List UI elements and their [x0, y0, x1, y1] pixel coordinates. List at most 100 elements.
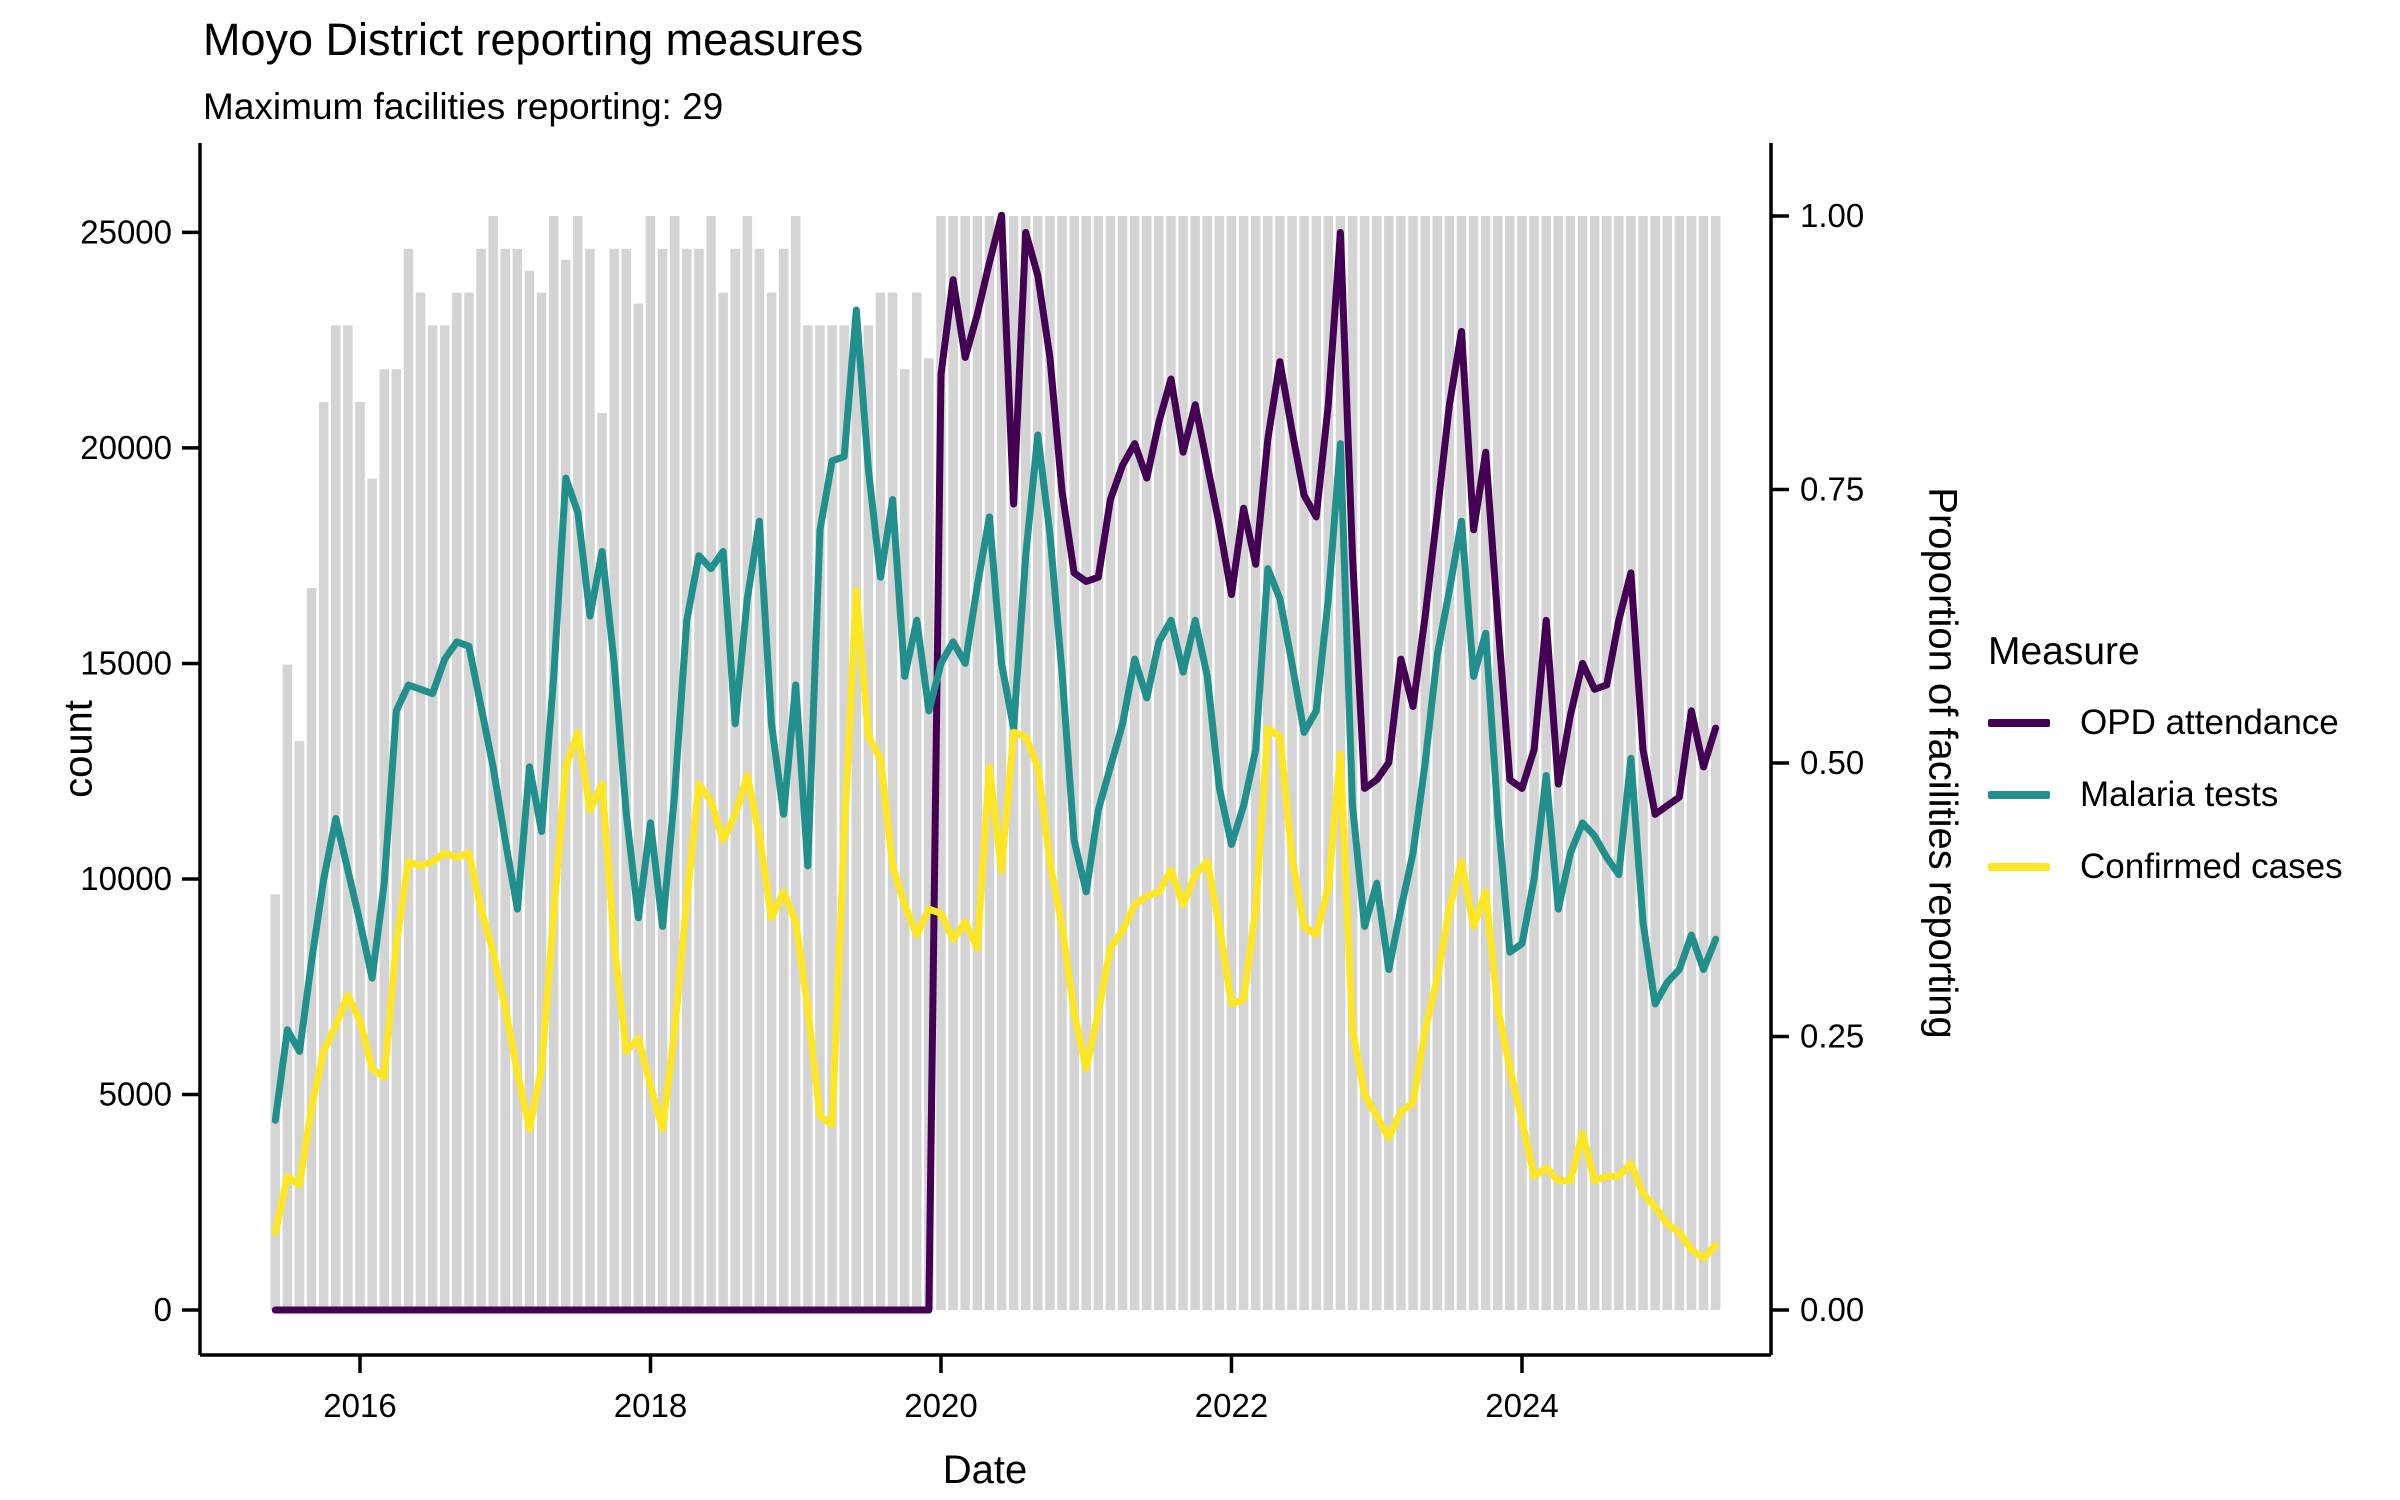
reporting-bar: [1710, 216, 1721, 1310]
reporting-bar: [984, 216, 995, 1310]
reporting-bar: [355, 402, 365, 1310]
chart-title: Moyo District reporting measures: [203, 14, 864, 65]
series-line-malaria-tests: [271, 306, 1720, 1124]
opd-line-swatch: [1988, 719, 2050, 727]
reporting-bar: [1480, 216, 1491, 1310]
reporting-bar: [548, 216, 559, 1310]
reporting-bar: [1093, 216, 1104, 1310]
reporting-bar: [1396, 216, 1406, 1310]
reporting-bar: [391, 369, 402, 1310]
axes-layer: [182, 143, 1789, 1373]
reporting-bar: [996, 216, 1007, 1310]
reporting-bar: [1178, 216, 1188, 1310]
reporting-bar: [899, 369, 910, 1310]
reporting-bar: [1674, 216, 1685, 1310]
right-tick-label: 0.25: [1800, 1018, 1864, 1055]
reporting-bar: [1299, 216, 1309, 1310]
reporting-bar: [1517, 216, 1527, 1310]
reporting-bar: [1323, 216, 1334, 1310]
reporting-bar: [1529, 216, 1539, 1310]
chart-subtitle: Maximum facilities reporting: 29: [203, 86, 724, 127]
reporting-bar: [597, 412, 607, 1310]
bottom-tick-label: 2020: [904, 1387, 977, 1424]
x-axis-title: Date: [942, 1448, 1028, 1492]
right-tick-label: 0.00: [1800, 1291, 1864, 1328]
reporting-bar: [1069, 216, 1079, 1310]
reporting-bar: [1057, 216, 1067, 1310]
reporting-bar: [500, 248, 510, 1310]
malaria-line-swatch: [1988, 791, 2050, 799]
reporting-bar: [1311, 216, 1321, 1310]
reporting-bar: [1142, 216, 1152, 1310]
bottom-tick-label: 2022: [1195, 1387, 1268, 1424]
left-tick-label: 10000: [80, 860, 172, 897]
reporting-bar: [1372, 216, 1382, 1310]
reporting-bar: [403, 248, 414, 1310]
reporting-bar: [1045, 216, 1055, 1310]
legend-label-opd: OPD attendance: [2080, 703, 2339, 742]
reporting-bar: [1021, 216, 1031, 1310]
reporting-bar: [282, 664, 293, 1310]
reporting-bar: [742, 216, 753, 1310]
reporting-bar: [573, 216, 583, 1310]
reporting-bar: [343, 325, 353, 1310]
legend-item-opd: OPD attendance: [1988, 702, 2343, 744]
tick-labels-layer: 0 5000 10000 15000 20000 25000 0.00 0.25 0.50 0.7…: [80, 197, 1864, 1424]
reporting-bar: [972, 216, 983, 1310]
reporting-bar: [1456, 216, 1467, 1310]
series-line-opd-attendance: [271, 211, 1720, 1314]
right-tick-label: 1.00: [1800, 197, 1864, 234]
reporting-bar: [427, 325, 438, 1310]
reporting-bar: [1129, 216, 1140, 1310]
bottom-tick-label: 2024: [1485, 1387, 1558, 1424]
reporting-bar: [633, 303, 644, 1310]
reporting-bar: [694, 248, 704, 1310]
right-tick-label: 0.50: [1800, 744, 1864, 781]
left-tick-label: 5000: [99, 1075, 172, 1112]
reporting-bar: [1238, 216, 1249, 1310]
reporting-bar: [1166, 216, 1176, 1310]
series-line-confirmed-cases: [271, 586, 1720, 1262]
reporting-bar: [440, 325, 450, 1310]
legend-item-malaria: Malaria tests: [1988, 774, 2343, 816]
reporting-bar: [1202, 216, 1212, 1310]
bottom-tick-label: 2018: [614, 1387, 687, 1424]
reporting-bar: [585, 248, 595, 1310]
reporting-bar: [863, 325, 874, 1310]
reporting-bar: [754, 248, 765, 1310]
reporting-bar: [1614, 216, 1624, 1310]
reporting-bar: [1662, 216, 1672, 1310]
y-axis-title-left: count: [56, 700, 101, 798]
reporting-bar: [948, 216, 958, 1310]
reporting-bar: [791, 216, 801, 1310]
left-tick-label: 20000: [80, 429, 172, 466]
reporting-bar: [960, 216, 970, 1310]
reporting-bar: [1226, 216, 1237, 1310]
y-axis-title-right: Proportion of facilities reporting: [1920, 487, 1965, 1039]
reporting-bar: [766, 292, 777, 1311]
reporting-bar: [476, 248, 486, 1310]
legend-item-confirmed: Confirmed cases: [1988, 846, 2343, 888]
reporting-bar: [1468, 216, 1479, 1310]
reporting-bar: [1287, 216, 1297, 1310]
reporting-bar: [1432, 216, 1442, 1310]
reporting-bar: [1686, 216, 1697, 1310]
legend-title: Measure: [1988, 630, 2140, 673]
reporting-bars-layer: [270, 216, 1721, 1311]
reporting-bar: [936, 216, 946, 1310]
reporting-bar: [1541, 216, 1551, 1310]
right-tick-label: 0.75: [1800, 471, 1864, 508]
left-tick-label: 15000: [80, 644, 172, 681]
reporting-bar: [367, 478, 377, 1311]
reporting-bar: [452, 292, 462, 1311]
reporting-bar: [815, 325, 825, 1310]
reporting-bar: [1650, 216, 1660, 1310]
reporting-bar: [645, 216, 656, 1310]
reporting-bar: [1602, 216, 1612, 1310]
reporting-bar: [706, 216, 716, 1310]
reporting-bar: [657, 248, 668, 1310]
reporting-bar: [730, 248, 740, 1310]
reporting-bar: [682, 248, 692, 1310]
